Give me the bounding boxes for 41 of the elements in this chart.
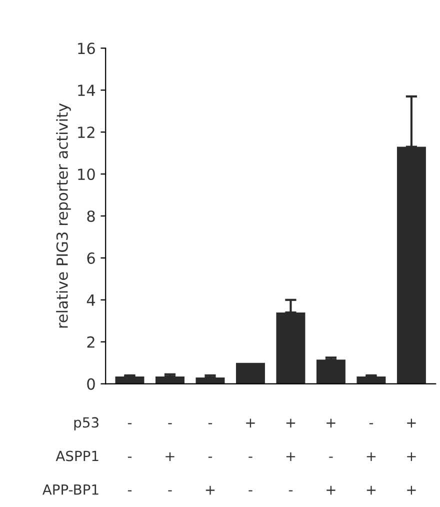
text: + xyxy=(286,452,296,462)
text: + xyxy=(286,418,296,428)
y-tick-label: 4 xyxy=(86,294,96,306)
text: + xyxy=(366,486,376,495)
text: - xyxy=(248,456,252,458)
text: + xyxy=(407,418,416,428)
text: - xyxy=(128,423,132,424)
y-axis-title: relative PIG3 reporter activity xyxy=(56,103,71,328)
text: - xyxy=(208,423,212,424)
text: + xyxy=(407,452,416,462)
text: + xyxy=(246,418,255,428)
bar xyxy=(396,146,426,384)
y-tick-label: 2 xyxy=(87,336,94,348)
text: APP-BP1 xyxy=(42,484,98,495)
bar xyxy=(236,362,265,384)
bar xyxy=(276,312,306,384)
y-tick-label: 14 xyxy=(78,84,96,96)
y-tick-label: 8 xyxy=(87,210,95,222)
text: - xyxy=(128,490,132,492)
y-tick-label: 0 xyxy=(87,378,95,390)
text: - xyxy=(248,490,252,492)
text: + xyxy=(206,486,215,495)
text: - xyxy=(208,456,212,458)
text: - xyxy=(288,490,293,492)
text: - xyxy=(168,423,172,424)
text: + xyxy=(407,486,416,495)
text: + xyxy=(366,452,376,462)
text: p53 xyxy=(74,417,98,430)
y-tick-label: 10 xyxy=(78,168,95,180)
y-tick-label: 12 xyxy=(78,126,94,138)
text: + xyxy=(166,452,174,462)
y-tick-label: 6 xyxy=(87,252,95,264)
text: + xyxy=(326,418,336,428)
text: - xyxy=(168,490,172,492)
text: - xyxy=(329,456,333,458)
text: - xyxy=(128,456,132,458)
text: ASPP1 xyxy=(56,450,98,462)
y-tick-label: 16 xyxy=(78,42,95,54)
text: - xyxy=(369,423,374,424)
text: + xyxy=(326,486,336,495)
bar xyxy=(316,360,346,384)
